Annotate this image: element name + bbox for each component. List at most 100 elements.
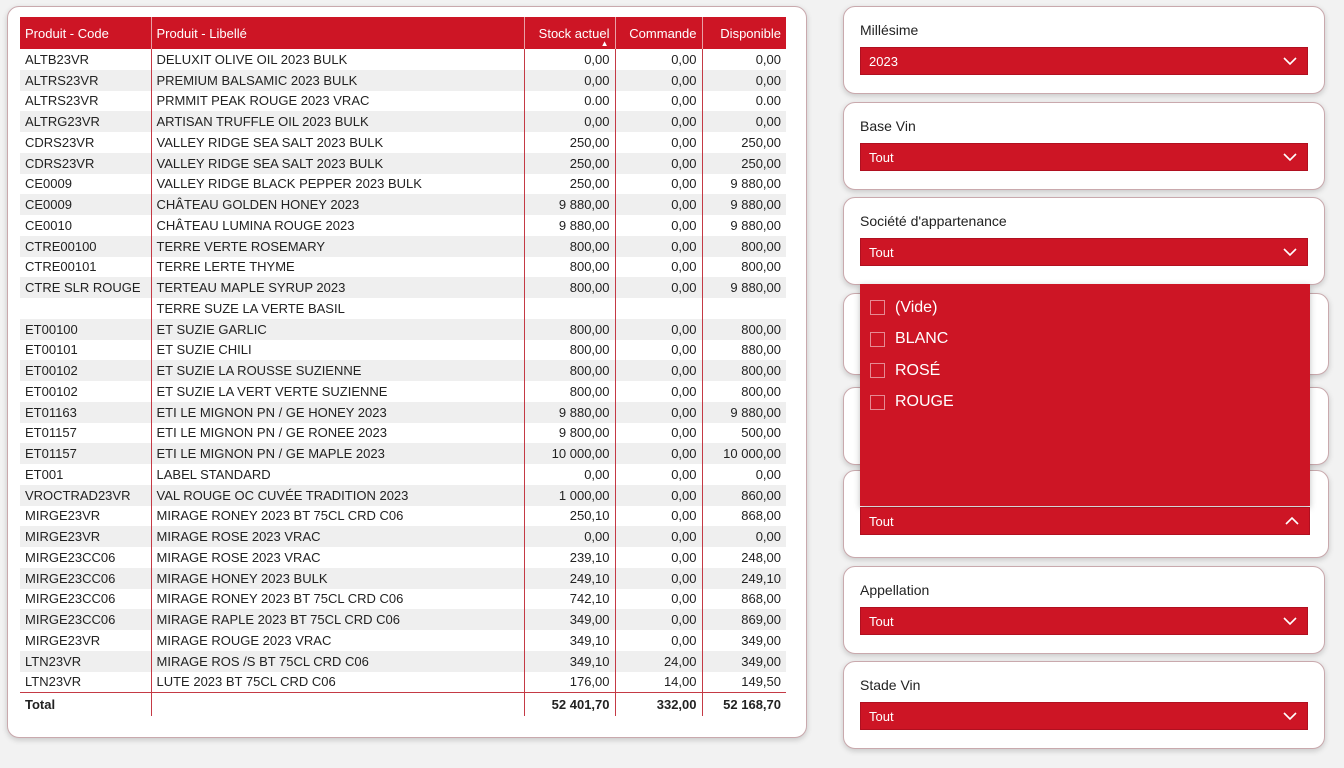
table-row[interactable]: ALTRG23VR ARTISAN TRUFFLE OIL 2023 BULK 0,… [20, 111, 786, 132]
checkbox-icon[interactable] [870, 363, 885, 379]
cell-produit-code: VROCTRAD23VR [20, 484, 152, 506]
cell-disponible: 0,00 [755, 51, 781, 67]
table-row[interactable]: MIRGE23CC06 MIRAGE ROSE 2023 VRAC 239,10 0,… [20, 547, 786, 568]
cell-stock-actuel: 249,10 [524, 567, 616, 589]
cell-disponible: 0,00 [755, 466, 781, 482]
cell-disponible: 0.00 [755, 93, 781, 109]
cell-disponible: 249,10 [702, 567, 786, 589]
cell-stock-actuel: 0,00 [524, 464, 616, 485]
table-row[interactable]: ET01163 ETI LE MIGNON PN / GE HONEY 2023 9… [20, 401, 786, 423]
table-row[interactable]: ET00100 ET SUZIE GARLIC 800,00 0,00 800,00 [20, 318, 786, 340]
table-row[interactable]: ET00102 ET SUZIE LA ROUSSE SUZIENNE 800,00… [20, 360, 786, 381]
cell-produit-code: CE0010 [20, 215, 152, 236]
chevron-up-icon [1283, 515, 1301, 527]
option-blanc-label: BLANC [895, 330, 949, 348]
table-row[interactable]: MIRGE23VR MIRAGE ROSE 2023 VRAC 0,00 0,00 0,… [20, 526, 786, 547]
cell-commande: 0,00 [615, 69, 703, 91]
table-row[interactable]: ALTRS23VR PRMMIT PEAK ROUGE 2023 VRAC 0.00… [20, 90, 786, 112]
chevron-down-icon [1281, 246, 1299, 258]
cell-stock-actuel: 250,00 [524, 152, 616, 174]
slicer-millesime-dropdown[interactable]: 2023 [860, 47, 1308, 75]
cell-produit-libelle: TERRE LERTE THYME [151, 256, 525, 278]
header-produit-libelle[interactable]: Produit - Libellé [151, 17, 525, 49]
cell-produit-libelle: MIRAGE ROUGE 2023 VRAC [151, 630, 525, 651]
cell-disponible: 149,50 [741, 674, 781, 690]
table-row[interactable]: ET01157 ETI LE MIGNON PN / GE RONEE 2023 9… [20, 422, 786, 444]
slicer-appellation-title: Appellation [860, 582, 930, 598]
header-produit-code[interactable]: Produit - Code [20, 17, 152, 49]
table-row[interactable]: MIRGE23CC06 MIRAGE RAPLE 2023 BT 75CL CRD… [20, 609, 786, 630]
cell-produit-code: MIRGE23CC06 [20, 547, 152, 568]
table-row[interactable]: ALTRS23VR PREMIUM BALSAMIC 2023 BULK 0,00 0… [20, 69, 786, 91]
table-row[interactable]: VROCTRAD23VR VAL ROUGE OC CUVÉE TRADITION… [20, 484, 786, 506]
slicer-stade-vin-dropdown[interactable]: Tout [860, 702, 1308, 730]
slicer-appellation-dropdown[interactable]: Tout [860, 607, 1308, 635]
cell-produit-libelle: VALLEY RIDGE BLACK PEPPER 2023 BULK [151, 173, 525, 195]
table-row[interactable]: MIRGE23CC06 MIRAGE RONEY 2023 BT 75CL CRD… [20, 588, 786, 610]
slicer-appellation-value: Tout [869, 613, 894, 629]
option-rose[interactable]: ROSÉ [870, 355, 1300, 387]
table-row[interactable]: ALTB23VR DELUXIT OLIVE OIL 2023 BULK 0,00 0… [20, 49, 786, 70]
checkbox-icon[interactable] [870, 300, 885, 316]
chevron-down-icon [1281, 151, 1299, 163]
table-row[interactable]: CE0009 VALLEY RIDGE BLACK PEPPER 2023 BUL… [20, 173, 786, 195]
table-row[interactable]: MIRGE23VR MIRAGE RONEY 2023 BT 75CL CRD C… [20, 505, 786, 527]
table-row[interactable]: TERRE SUZE LA VERTE BASIL [20, 298, 786, 319]
option-vide[interactable]: (Vide) [870, 292, 1300, 324]
cell-disponible: 800,00 [741, 383, 781, 399]
slicer-stade-vin-value: Tout [869, 708, 894, 724]
slicer-millesime: Millésime 2023 [843, 6, 1325, 94]
slicer-stade-vin: Stade Vin Tout [843, 661, 1325, 749]
option-vide-label: (Vide) [895, 298, 938, 316]
slicer-couleur-options-list: (Vide) BLANC ROSÉ ROUGE [860, 284, 1310, 506]
table-row[interactable]: ET00102 ET SUZIE LA VERT VERTE SUZIENNE 80… [20, 381, 786, 402]
cell-stock-actuel: 800,00 [524, 318, 616, 340]
table-row[interactable]: MIRGE23CC06 MIRAGE HONEY 2023 BULK 249,10 0… [20, 567, 786, 589]
cell-produit-code: MIRGE23VR [20, 526, 152, 547]
table-row[interactable]: CE0010 CHÂTEAU LUMINA ROUGE 2023 9 880,00 0… [20, 215, 786, 236]
slicer-societe-value: Tout [869, 244, 894, 260]
header-disponible[interactable]: Disponible [702, 17, 786, 49]
cell-produit-libelle: LUTE 2023 BT 75CL CRD C06 [151, 671, 525, 693]
slicer-base-vin-title: Base Vin [860, 118, 916, 134]
slicer-appellation: Appellation Tout [843, 566, 1325, 654]
table-row[interactable]: ET001 LABEL STANDARD 0,00 0,00 0,00 [20, 464, 786, 485]
cell-stock-actuel: 800,00 [524, 277, 616, 298]
table-row[interactable]: CDRS23VR VALLEY RIDGE SEA SALT 2023 BULK 2… [20, 132, 786, 153]
cell-produit-libelle: VAL ROUGE OC CUVÉE TRADITION 2023 [151, 484, 525, 506]
option-blanc[interactable]: BLANC [870, 324, 1300, 356]
cell-disponible: 248,00 [741, 549, 781, 565]
table-row[interactable]: CTRE SLR ROUGE TERTEAU MAPLE SYRUP 2023 80… [20, 277, 786, 298]
table-row[interactable]: CDRS23VR VALLEY RIDGE SEA SALT 2023 BULK 2… [20, 152, 786, 174]
cell-produit-libelle: ETI LE MIGNON PN / GE RONEE 2023 [151, 422, 525, 444]
cell-commande: 0,00 [615, 152, 703, 174]
total-empty-cell [151, 691, 525, 717]
cell-produit-libelle: MIRAGE HONEY 2023 BULK [151, 567, 525, 589]
cell-produit-code: ALTRG23VR [20, 111, 152, 132]
table-row[interactable]: LTN23VR MIRAGE ROS /S BT 75CL CRD C06 349,… [20, 650, 786, 672]
slicer-societe-dropdown[interactable]: Tout [860, 238, 1308, 266]
cell-commande: 0,00 [615, 277, 703, 298]
table-row[interactable]: CE0009 CHÂTEAU GOLDEN HONEY 2023 9 880,00 0… [20, 194, 786, 215]
table-row[interactable]: LTN23VR LUTE 2023 BT 75CL CRD C06 176,00 14… [20, 671, 786, 693]
cell-produit-code: MIRGE23CC06 [20, 567, 152, 589]
header-commande[interactable]: Commande [615, 17, 703, 49]
header-stock-actuel[interactable]: Stock actuel ▲ [524, 17, 616, 49]
table-row[interactable]: CTRE00100 TERRE VERTE ROSEMARY 800,00 0,00 8… [20, 235, 786, 257]
slicer-base-vin: Base Vin Tout [843, 102, 1325, 190]
cell-produit-libelle: MIRAGE ROSE 2023 VRAC [151, 547, 525, 568]
option-rouge[interactable]: ROUGE [870, 387, 1300, 419]
cell-commande: 0,00 [615, 609, 703, 630]
cell-disponible: 349,00 [702, 650, 786, 672]
checkbox-icon[interactable] [870, 394, 885, 410]
slicer-couleur-dropdown[interactable]: Tout [860, 507, 1310, 535]
table-row[interactable]: MIRGE23VR MIRAGE ROUGE 2023 VRAC 349,10 0,0… [20, 630, 786, 651]
table-row[interactable]: ET00101 ET SUZIE CHILI 800,00 0,00 880,00 [20, 339, 786, 361]
cell-stock-actuel: 800,00 [524, 256, 616, 278]
cell-commande: 0,00 [615, 194, 703, 215]
table-row[interactable]: CTRE00101 TERRE LERTE THYME 800,00 0,00 800,… [20, 256, 786, 278]
slicer-base-vin-dropdown[interactable]: Tout [860, 143, 1308, 171]
checkbox-icon[interactable] [870, 331, 885, 347]
cell-commande: 0,00 [615, 547, 703, 568]
table-row[interactable]: ET01157 ETI LE MIGNON PN / GE MAPLE 2023 1… [20, 443, 786, 464]
